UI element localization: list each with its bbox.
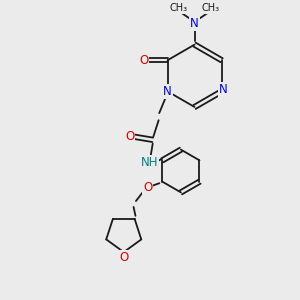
- Text: O: O: [119, 251, 128, 264]
- Text: O: O: [125, 130, 134, 143]
- Text: CH₃: CH₃: [202, 3, 220, 13]
- Text: NH: NH: [141, 156, 158, 169]
- Text: O: O: [143, 181, 152, 194]
- Text: CH₃: CH₃: [169, 3, 187, 13]
- Text: N: N: [219, 83, 227, 96]
- Text: N: N: [190, 17, 199, 30]
- Text: N: N: [163, 85, 172, 98]
- Text: O: O: [139, 54, 148, 67]
